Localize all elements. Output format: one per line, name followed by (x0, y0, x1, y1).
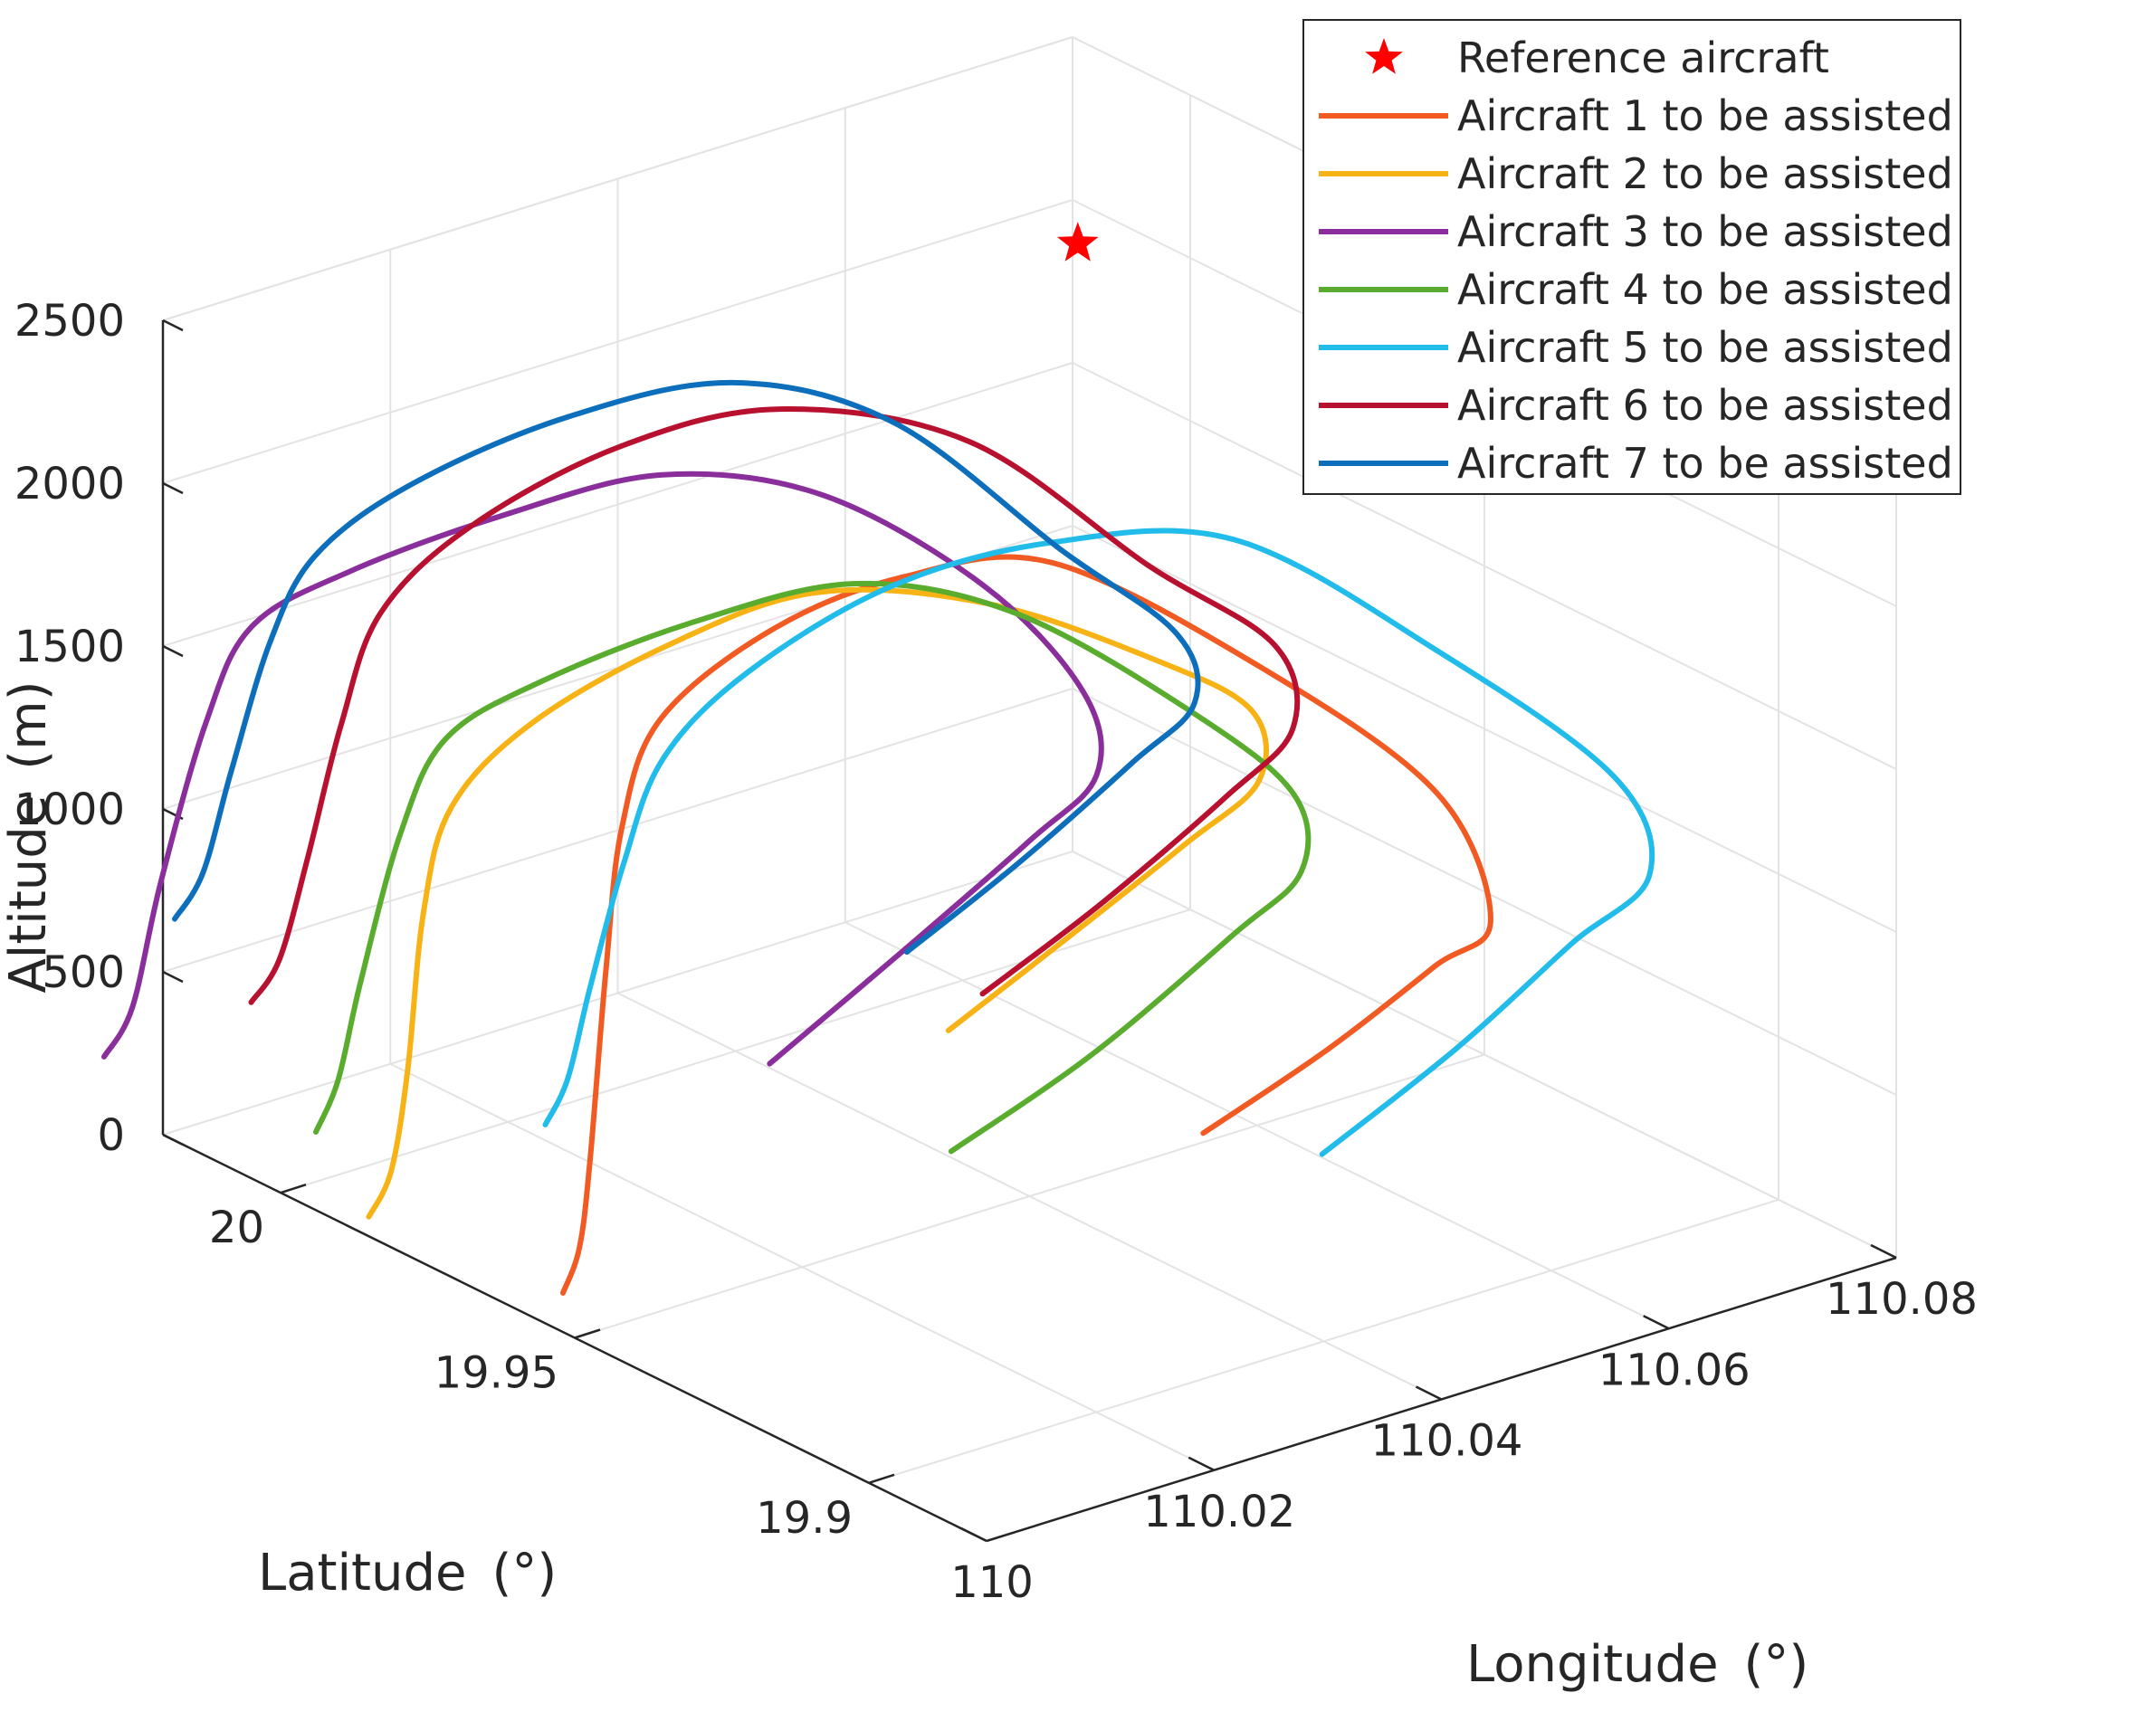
z-tick-label: 500 (42, 947, 125, 998)
series-line-aircraft-5 (542, 528, 1655, 1157)
x-tick-label: 110.04 (1371, 1416, 1523, 1467)
z-tick-mark (162, 319, 184, 332)
z-tick-mark (162, 481, 184, 495)
x-tick-label: 110.08 (1826, 1274, 1978, 1325)
legend-star-icon (1365, 38, 1403, 74)
x-tick-mark (1415, 1385, 1443, 1401)
x-axis-label: Longitude (°) (1466, 1635, 1808, 1694)
legend-entry-label: Aircraft 3 to be assisted (1457, 207, 1953, 256)
z-tick-mark (162, 644, 184, 658)
legend-entry-label: Aircraft 4 to be assisted (1457, 265, 1953, 314)
grid-line-floor-y (280, 908, 1191, 1194)
z-tick-mark (162, 970, 184, 984)
axes (161, 319, 1897, 1543)
z-tick-label: 1000 (14, 785, 125, 835)
series-line-aircraft-3 (101, 471, 1104, 1067)
y-axis-label: Latitude (°) (258, 1544, 557, 1603)
legend-entry-label: Aircraft 1 to be assisted (1457, 91, 1953, 140)
y-tick-label: 19.9 (756, 1493, 853, 1544)
x-tick-mark (1643, 1315, 1670, 1330)
series-line-aircraft-2 (366, 586, 1269, 1220)
y-tick-label: 20 (209, 1203, 264, 1253)
grid-line-side-z (1072, 362, 1897, 770)
grid-line-floor-y (574, 1053, 1485, 1339)
legend-box (1302, 19, 1961, 495)
trajectory-series (101, 379, 1655, 1296)
y-tick-mark (280, 1183, 307, 1194)
z-tick-label: 0 (97, 1110, 125, 1161)
x-tick-mark (960, 1527, 987, 1543)
grid-line-side-z (1072, 525, 1897, 933)
reference-aircraft-marker (1056, 222, 1099, 262)
grid-line-side-z (1072, 688, 1897, 1096)
z-tick-label: 1500 (14, 622, 125, 672)
z-tick-mark (162, 1133, 184, 1146)
x-tick-label: 110 (950, 1557, 1034, 1608)
grid-line-floor-y (868, 1198, 1779, 1484)
legend-entry-label: Reference aircraft (1457, 33, 1829, 82)
x-tick-label: 110.06 (1598, 1345, 1751, 1395)
tick-labels: 110 110.02 110.04 110.06 110.08 19.9 19.95 20 0 5… (14, 296, 1978, 1608)
y-tick-label: 19.95 (434, 1348, 558, 1399)
grid-line-back-z (162, 199, 1073, 484)
legend-entry-label: Aircraft 2 to be assisted (1457, 149, 1953, 198)
grid-line-back-z (162, 688, 1073, 973)
reference-aircraft-layer (1056, 222, 1099, 262)
legend-entry-label: Aircraft 6 to be assisted (1457, 381, 1953, 430)
series-line-aircraft-7 (172, 379, 1201, 956)
z-axis-label: Altitude (m) (0, 680, 58, 993)
legend-entry-label: Aircraft 5 to be assisted (1457, 323, 1953, 372)
series-line-aircraft-6 (248, 406, 1301, 1005)
x-tick-mark (1870, 1243, 1897, 1260)
y-tick-mark (868, 1473, 895, 1485)
grid-edge (162, 36, 1073, 321)
z-tick-label: 2000 (14, 459, 125, 509)
x-tick-mark (1188, 1456, 1215, 1471)
y-tick-mark (574, 1328, 601, 1339)
grid-line-back-z (162, 362, 1073, 647)
z-tick-label: 2500 (14, 296, 125, 347)
legend: Reference aircraft Aircraft 1 to be assis… (1302, 19, 1961, 495)
legend-entry-label: Aircraft 7 to be assisted (1457, 439, 1953, 488)
x-tick-label: 110.02 (1143, 1487, 1295, 1537)
